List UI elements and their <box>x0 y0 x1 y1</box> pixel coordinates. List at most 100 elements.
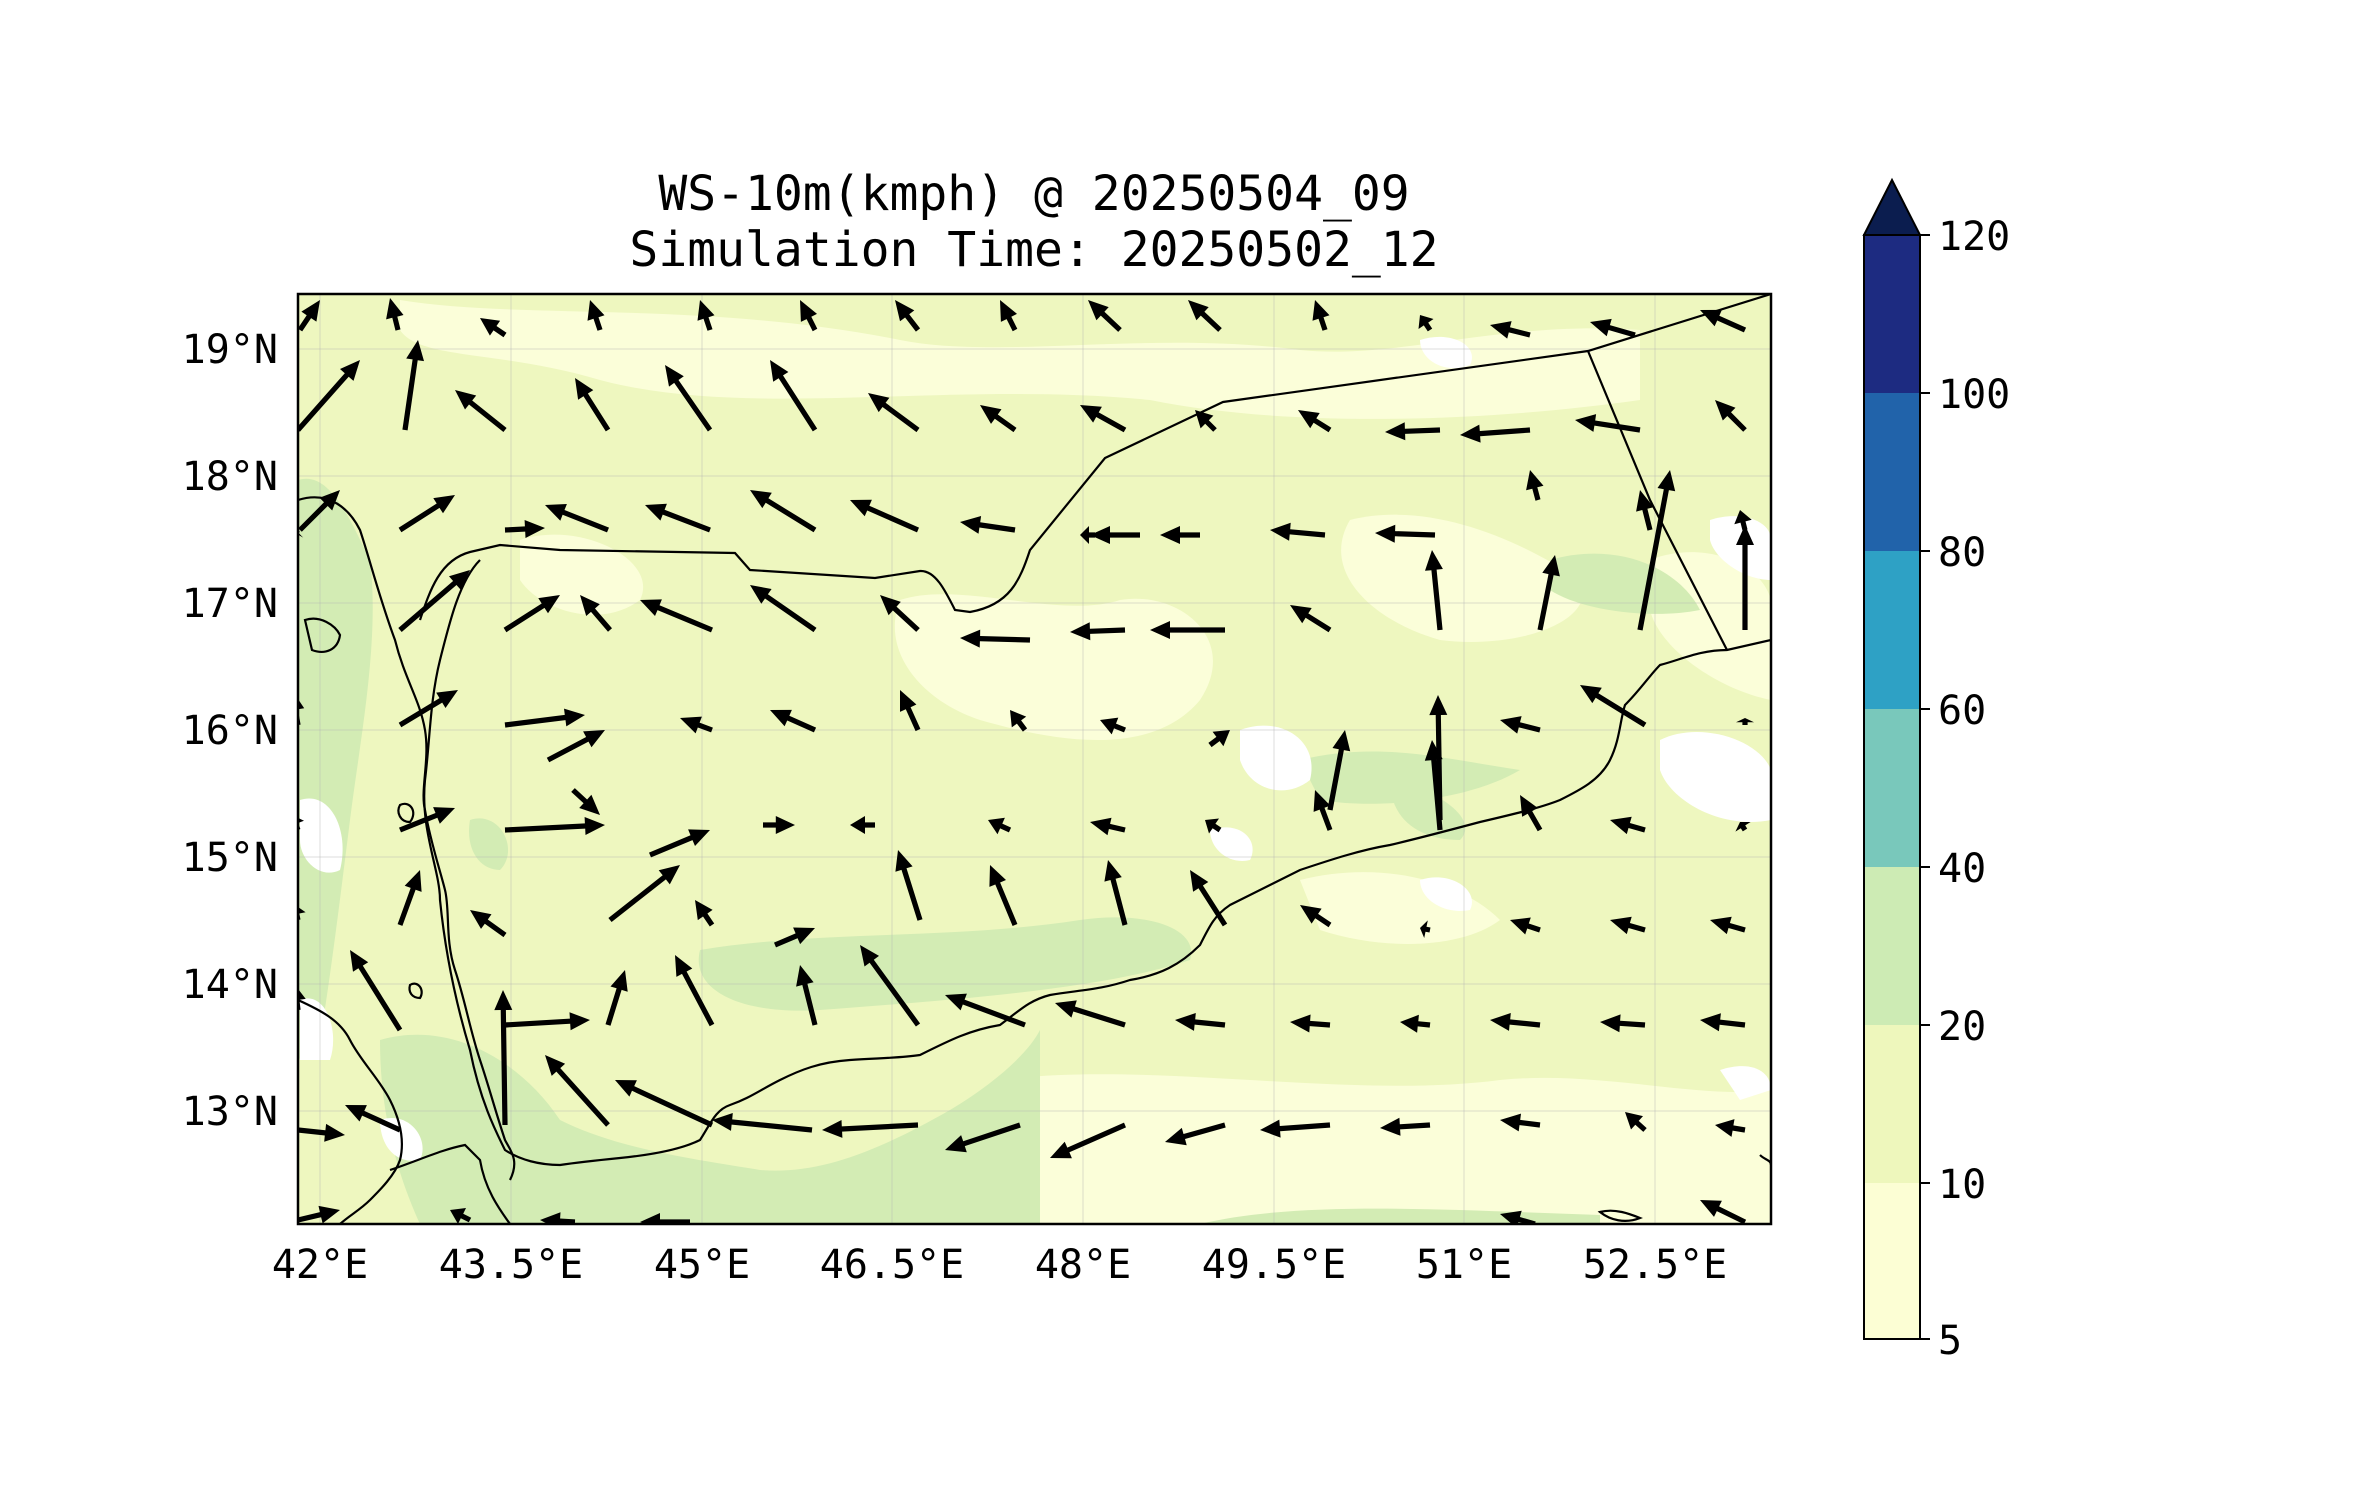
wind-arrow <box>1500 1210 1536 1224</box>
y-tick-label: 15°N <box>182 835 278 881</box>
wind-arrow <box>640 599 713 633</box>
wind-arrow <box>1715 400 1747 432</box>
wind-arrow <box>1290 605 1332 633</box>
wind-arrow <box>640 1213 690 1224</box>
mid-speed-patches <box>298 478 1700 1224</box>
wind-arrow <box>470 910 507 938</box>
wind-arrow <box>895 300 921 332</box>
wind-arrow <box>1636 490 1654 531</box>
wind-arrow <box>1420 920 1431 938</box>
wind-arrow <box>1195 410 1217 432</box>
x-tick-label: 48°E <box>1035 1242 1131 1288</box>
map-title-line2: Simulation Time: 20250502_12 <box>629 222 1438 278</box>
wind-arrow <box>1160 526 1200 544</box>
colorbar-segment-60-80 <box>1864 551 1920 709</box>
wind-arrow <box>615 1080 714 1128</box>
wind-arrow <box>960 516 1016 534</box>
wind-arrow <box>504 708 585 728</box>
wind-arrow <box>850 816 875 834</box>
wind-arrow <box>605 970 628 1026</box>
wind-arrow <box>1700 1013 1746 1032</box>
x-tick-label: 52.5°E <box>1583 1242 1728 1288</box>
wind-arrow <box>1380 1117 1431 1136</box>
wind-arrow <box>1080 526 1095 544</box>
wind-arrow <box>546 730 605 763</box>
wind-arrow <box>1736 718 1754 725</box>
wind-arrow <box>1104 860 1128 926</box>
wind-arrow <box>1425 550 1443 631</box>
wind-arrow <box>397 870 422 926</box>
colorbar-segment-100-120 <box>1864 235 1920 393</box>
wind-arrow <box>1188 300 1222 332</box>
wind-arrow <box>571 788 600 815</box>
wind-arrow <box>1190 870 1228 927</box>
wind-arrow <box>1715 1119 1746 1137</box>
x-tick-label: 43.5°E <box>439 1242 584 1288</box>
wind-arrow <box>1375 524 1436 543</box>
y-axis-tick-labels: 19°N 18°N 17°N 16°N 15°N 14°N 13°N <box>182 327 278 1135</box>
wind-vector-arrows <box>298 298 1754 1224</box>
wind-arrow <box>398 690 458 728</box>
y-tick-label: 18°N <box>182 454 278 500</box>
wind-arrow <box>580 595 612 632</box>
wind-arrow <box>774 927 815 948</box>
wind-arrow <box>1625 1112 1647 1132</box>
wind-arrow <box>298 1123 345 1142</box>
wind-arrow <box>1537 555 1560 631</box>
wind-arrow <box>298 698 305 725</box>
wind-arrow <box>298 817 304 830</box>
wind-arrow <box>1600 1014 1646 1033</box>
wind-arrow <box>1165 1122 1226 1146</box>
wind-arrow <box>1300 905 1332 928</box>
wind-arrow <box>1080 405 1127 433</box>
y-tick-label: 19°N <box>182 327 278 373</box>
map-panel[interactable] <box>287 294 1772 1231</box>
colorbar-frame <box>1863 234 1921 1340</box>
wind-arrow <box>298 988 306 1010</box>
colorbar-tick-label: 60 <box>1938 688 1986 734</box>
low-speed-patches <box>400 300 1771 1224</box>
wind-arrow <box>298 490 340 532</box>
wind-arrow <box>1526 470 1544 501</box>
wind-arrow <box>1510 917 1541 935</box>
wind-arrow <box>402 340 424 431</box>
wind-arrow <box>399 807 455 833</box>
y-tick-label: 17°N <box>182 581 278 627</box>
x-tick-label: 42°E <box>272 1242 368 1288</box>
wind-arrow <box>1327 730 1351 811</box>
colorbar-tick-label: 80 <box>1938 530 1986 576</box>
wind-arrow <box>503 595 560 633</box>
wind-arrow <box>770 360 818 432</box>
wind-arrow <box>504 1012 590 1031</box>
wind-arrow <box>608 865 680 922</box>
wind-arrow <box>1460 424 1531 443</box>
wind-arrow <box>989 865 1018 926</box>
colorbar-ticks <box>1920 234 1930 1340</box>
wind-arrow <box>298 1205 340 1224</box>
colorbar-tick-label: 120 <box>1938 214 2010 260</box>
x-tick-label: 51°E <box>1416 1242 1512 1288</box>
colorbar-tick-label: 40 <box>1938 846 1986 892</box>
map-title-line1: WS-10m(kmph) @ 20250504_09 <box>658 166 1409 222</box>
wind-arrow <box>450 1208 472 1224</box>
wind-arrow <box>1270 522 1326 541</box>
wind-arrow <box>1208 730 1230 748</box>
wind-arrow <box>665 365 713 432</box>
wind-arrow <box>800 300 818 332</box>
wind-arrow <box>1010 710 1028 732</box>
wind-arrow <box>1610 816 1646 835</box>
wind-arrow <box>1710 916 1746 935</box>
wind-arrow <box>980 405 1017 433</box>
wind-arrow <box>1500 716 1541 734</box>
wind-arrow <box>945 993 1026 1028</box>
wind-arrow <box>540 1212 576 1224</box>
colorbar-segment-20-40 <box>1864 867 1920 1025</box>
wind-arrow <box>645 503 711 533</box>
wind-arrow <box>398 570 470 632</box>
wind-arrow <box>1100 717 1126 735</box>
wind-arrow <box>1590 318 1636 338</box>
x-axis-tick-labels: 42°E 43.5°E 45°E 46.5°E 48°E 49.5°E 51°E… <box>272 1242 1727 1288</box>
wind-arrow <box>1150 621 1225 639</box>
wind-arrow <box>880 595 920 632</box>
wind-arrow <box>398 495 455 533</box>
